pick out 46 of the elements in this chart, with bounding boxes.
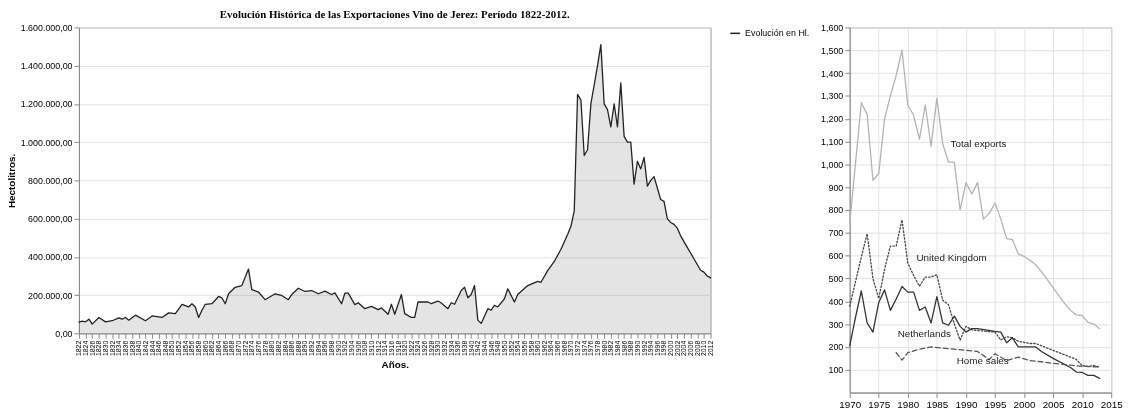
line-series: [849, 285, 1101, 380]
y-tick-label: 800: [828, 205, 844, 216]
x-tick-label: 2005: [1042, 398, 1066, 410]
y-tick-label: 400.000,00: [28, 252, 73, 263]
series-label: Netherlands: [897, 328, 951, 340]
y-tick-label: 900: [828, 182, 844, 193]
y-tick-label: 600.000,00: [28, 214, 73, 225]
y-tick-label: 200.000,00: [28, 290, 73, 301]
y-tick-label: 1,000: [821, 159, 844, 170]
line-series: [895, 346, 1101, 368]
y-tick-label: 1.000.000,00: [20, 137, 73, 148]
chart-title: Evolución Histórica de las Exportaciones Vino de Jerez: Período 1822-2012.: [219, 7, 570, 20]
x-tick-label: 1980: [897, 398, 920, 410]
y-tick-label: 300: [828, 319, 844, 330]
y-tick-label: 400: [828, 296, 844, 307]
x-tick-label: 1995: [984, 398, 1007, 410]
y-tick-label: 1,500: [821, 45, 844, 56]
x-tick-label: 1970: [839, 398, 862, 410]
x-tick-label: 2010: [1071, 398, 1095, 410]
y-tick-label: 1,300: [821, 91, 844, 102]
series-label: Home sales: [956, 354, 1009, 366]
x-axis-title: Años.: [381, 358, 410, 370]
y-tick-label: 1,100: [821, 136, 844, 147]
y-tick-label: 200: [828, 342, 844, 353]
y-tick-label: 700: [828, 228, 844, 239]
y-tick-label: 1,600: [821, 22, 844, 33]
y-tick-label: 1.400.000,00: [20, 61, 73, 72]
y-tick-label: 1,200: [821, 114, 844, 125]
y-tick-label: 1.600.000,00: [20, 22, 73, 33]
x-tick-label: 2000: [1013, 398, 1037, 410]
y-tick-label: 600: [828, 251, 844, 262]
line-series: [849, 49, 1101, 330]
y-tick-label: 0,00: [55, 328, 73, 339]
y-axis-title: Hectolitros.: [5, 153, 17, 208]
series-label: United Kingdom: [916, 251, 987, 263]
series-label: Total exports: [950, 137, 1007, 149]
x-tick-label: 1985: [926, 398, 949, 410]
y-tick-label: 1.200.000,00: [20, 99, 73, 110]
x-tick-label: 1975: [868, 398, 891, 410]
x-tick-label: 2015: [1100, 398, 1124, 410]
y-tick-label: 500: [828, 273, 844, 284]
y-tick-label: 100: [828, 365, 844, 376]
y-tick-label: 800.000,00: [28, 175, 73, 186]
y-tick-label: 1,400: [821, 68, 844, 79]
x-tick-label: 1990: [955, 398, 978, 410]
legend-label: Evolución en Hl.: [745, 28, 810, 39]
